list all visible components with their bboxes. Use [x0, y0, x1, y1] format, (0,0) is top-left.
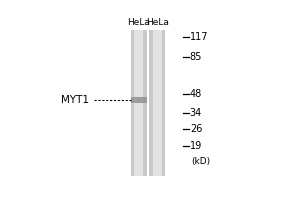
Bar: [130, 30, 147, 176]
Text: 117: 117: [190, 32, 208, 42]
Text: 19: 19: [190, 141, 202, 151]
Bar: [153, 30, 162, 176]
Text: HeLa: HeLa: [146, 18, 169, 27]
Text: (kD): (kD): [191, 157, 210, 166]
Text: 48: 48: [190, 89, 202, 99]
Text: HeLa: HeLa: [127, 18, 150, 27]
Text: 85: 85: [190, 52, 202, 62]
Bar: [130, 97, 147, 103]
Text: MYT1: MYT1: [61, 95, 89, 105]
Text: 34: 34: [190, 108, 202, 118]
Text: 26: 26: [190, 124, 202, 134]
Bar: [149, 30, 165, 176]
Bar: [134, 30, 143, 176]
